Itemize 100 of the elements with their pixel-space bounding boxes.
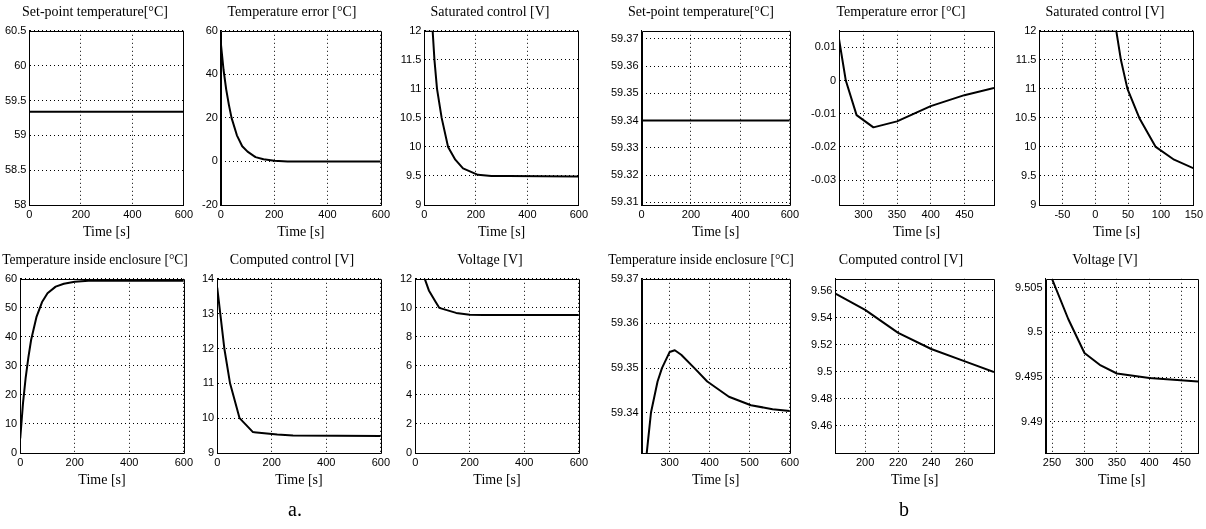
x-tick-label: 300 <box>660 455 679 468</box>
y-tick-label: 9.52 <box>810 338 833 350</box>
chart-title: Computed control [V] <box>838 252 964 268</box>
x-axis-title: Time [s] <box>891 472 939 488</box>
y-tick-label: 9.5 <box>1021 169 1037 181</box>
x-tick-label: 600 <box>371 207 390 220</box>
chart-title: Saturated control [V] <box>430 4 550 20</box>
chart-title: Voltage [V] <box>1072 252 1138 268</box>
y-tick-label: 9.5 <box>817 365 833 378</box>
x-tick-label: 200 <box>262 455 281 468</box>
x-tick-label: 600 <box>371 455 390 468</box>
x-axis-title: Time [s] <box>477 224 526 240</box>
y-tick-label: 13 <box>201 306 215 319</box>
x-tick-label: 200 <box>65 455 84 468</box>
y-tick-label: 59.37 <box>611 32 639 44</box>
y-tick-label: 58 <box>14 198 27 211</box>
y-tick-label: 9.48 <box>810 392 833 405</box>
x-tick-label: 600 <box>780 207 799 220</box>
y-tick-label: 6 <box>406 358 413 371</box>
y-tick-label: 10 <box>1024 139 1037 152</box>
y-tick-label: 59.33 <box>611 140 639 153</box>
y-tick-label: 8 <box>406 329 413 342</box>
chart-title: Temperature error [°C] <box>836 4 966 20</box>
x-axis-title: Time [s] <box>78 472 126 488</box>
y-tick-label: 10 <box>399 300 413 313</box>
y-tick-label: 12 <box>409 23 422 36</box>
y-tick-label: 11 <box>409 81 422 94</box>
x-axis-title: Time [s] <box>692 224 740 240</box>
x-tick-label: 260 <box>955 455 974 468</box>
x-tick-label: 200 <box>855 455 875 468</box>
x-tick-label: 400 <box>731 207 750 220</box>
x-axis-title: Time [s] <box>82 224 131 240</box>
text: a. <box>287 498 303 521</box>
x-tick-label: 600 <box>174 207 193 220</box>
y-tick-label: 59.5 <box>4 93 27 106</box>
y-tick-label: 59.35 <box>611 86 639 99</box>
x-tick-label: 400 <box>518 207 537 220</box>
y-tick-label: 59.36 <box>611 59 639 72</box>
y-tick-label: 59.34 <box>611 405 639 418</box>
y-tick-label: 9.5 <box>1027 325 1043 338</box>
x-tick-label: 0 <box>1092 207 1099 220</box>
y-tick-label: 9.505 <box>1015 280 1043 293</box>
x-axis-title: Time [s] <box>892 224 941 240</box>
x-axis-title: Time [s] <box>275 472 323 488</box>
y-tick-label: 9 <box>208 446 215 459</box>
y-tick-label: 14 <box>201 271 215 284</box>
x-tick-label: 600 <box>569 207 588 220</box>
x-tick-label: 600 <box>780 455 799 468</box>
x-tick-label: 400 <box>120 455 139 468</box>
y-tick-label: 0 <box>11 446 18 459</box>
y-tick-label: 59.34 <box>611 113 639 126</box>
y-tick-label: 10.5 <box>1014 110 1037 123</box>
x-tick-label: 500 <box>740 455 759 468</box>
x-axis-title: Time [s] <box>277 224 325 240</box>
y-tick-label: 59.31 <box>611 195 639 208</box>
x-tick-label: 50 <box>1121 207 1135 220</box>
y-tick-label: 2 <box>406 417 413 429</box>
x-tick-label: 400 <box>318 207 337 220</box>
y-tick-label: 59.35 <box>611 361 639 374</box>
x-tick-label: 200 <box>466 207 486 220</box>
x-tick-label: 100 <box>1151 207 1171 220</box>
y-tick-label: 10.5 <box>399 110 422 123</box>
y-tick-label: 60.5 <box>4 23 27 36</box>
text: b <box>898 498 910 521</box>
y-tick-label: 40 <box>4 329 18 342</box>
x-tick-label: 200 <box>71 207 91 220</box>
y-tick-label: 9.49 <box>1021 414 1043 427</box>
y-tick-label: 9.495 <box>1015 370 1043 383</box>
y-tick-label: -0.03 <box>810 173 837 186</box>
chart-title: Set-point temperature[°C] <box>628 4 774 20</box>
y-tick-label: 60 <box>14 58 27 71</box>
y-tick-label: 9.5 <box>406 169 422 181</box>
y-tick-label: 12 <box>201 341 215 354</box>
y-tick-label: 11 <box>1024 81 1037 94</box>
y-tick-label: 4 <box>406 387 413 400</box>
chart-title: Computed control [V] <box>229 252 355 268</box>
y-tick-label: 9 <box>1030 198 1037 211</box>
x-tick-label: 300 <box>854 207 873 220</box>
y-tick-label: 60 <box>4 271 18 284</box>
x-tick-label: 150 <box>1184 207 1203 220</box>
x-tick-label: 300 <box>1075 455 1094 468</box>
y-tick-label: 50 <box>4 300 18 313</box>
y-tick-label: 12 <box>1024 23 1037 36</box>
x-axis-title: Time [s] <box>692 472 740 488</box>
y-tick-label: 0.01 <box>814 40 837 53</box>
y-tick-label: 30 <box>4 358 18 371</box>
x-tick-label: 400 <box>1140 455 1159 468</box>
x-tick-label: 400 <box>921 207 940 220</box>
y-tick-label: 9.56 <box>810 283 833 296</box>
y-tick-label: 40 <box>205 67 218 80</box>
chart-title: Voltage [V] <box>457 252 523 268</box>
x-tick-label: 450 <box>955 207 974 220</box>
y-tick-label: 0 <box>406 446 413 459</box>
x-tick-label: 200 <box>265 207 284 220</box>
x-tick-label: 240 <box>922 455 941 468</box>
chart-title: Temperature error [°C] <box>227 4 357 20</box>
y-tick-label: 0 <box>829 73 837 86</box>
x-tick-label: 350 <box>1107 455 1127 468</box>
y-tick-label: 60 <box>205 23 218 36</box>
x-tick-label: 400 <box>515 455 534 468</box>
